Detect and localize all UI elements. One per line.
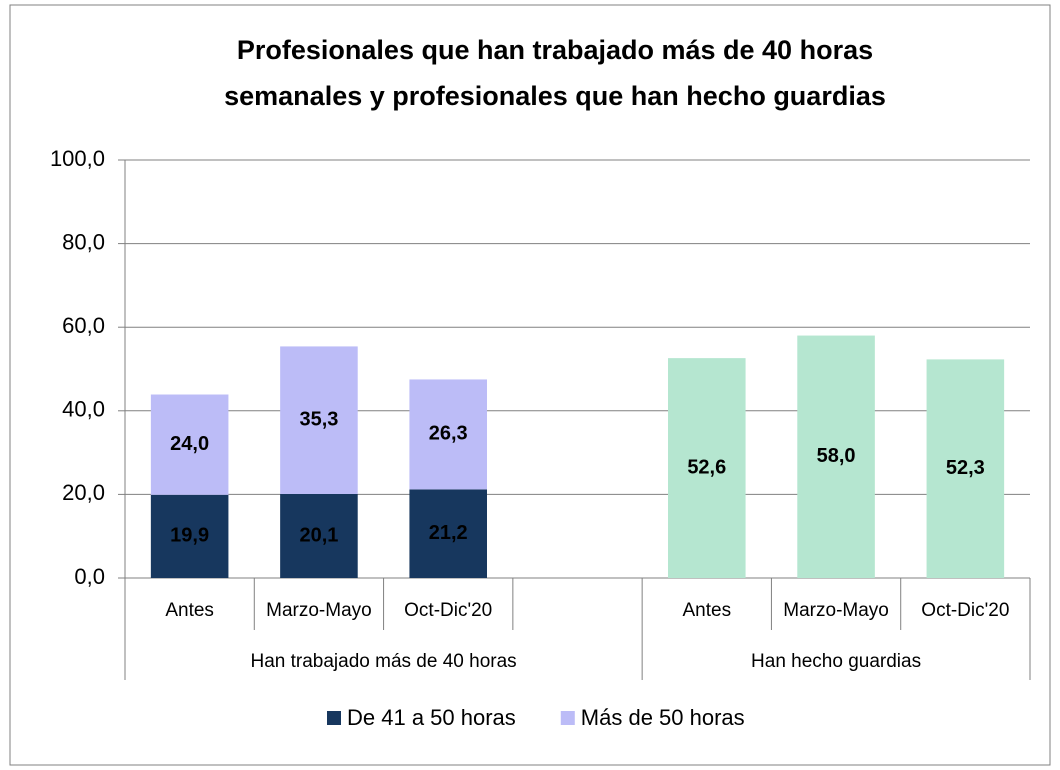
group-label: Han hecho guardias	[751, 651, 921, 672]
data-label: 24,0	[170, 433, 209, 455]
bar	[797, 335, 875, 578]
bar	[668, 358, 746, 578]
y-tick-label: 60,0	[62, 313, 105, 338]
y-tick-label: 80,0	[62, 229, 105, 254]
chart-title: semanales y profesionales que han hecho …	[224, 81, 886, 111]
bar	[409, 489, 487, 578]
x-tick-label: Oct-Dic'20	[404, 600, 492, 621]
bar	[280, 493, 358, 578]
bar	[280, 346, 358, 494]
bar	[926, 359, 1005, 578]
data-label: 20,1	[299, 524, 338, 546]
data-label: 58,0	[817, 445, 856, 467]
x-tick-label: Antes	[165, 600, 214, 621]
chart-border	[9, 4, 1051, 766]
y-tick-label: 100,0	[50, 146, 105, 171]
x-tick-label: Marzo-Mayo	[266, 600, 372, 621]
y-tick-label: 0,0	[74, 564, 105, 589]
data-label: 26,3	[429, 423, 468, 445]
data-label: 21,2	[429, 522, 468, 544]
x-tick-label: Oct-Dic'20	[921, 600, 1009, 621]
data-label: 19,9	[170, 525, 209, 547]
x-tick-label: Antes	[682, 600, 731, 621]
x-tick-label: Marzo-Mayo	[783, 600, 889, 621]
data-label: 52,3	[946, 457, 985, 479]
bar	[150, 494, 229, 578]
chart-title: Profesionales que han trabajado más de 4…	[237, 35, 873, 65]
bar	[150, 394, 229, 495]
y-tick-label: 40,0	[62, 397, 105, 422]
data-label: 35,3	[299, 408, 338, 430]
legend-swatch	[327, 711, 341, 725]
data-label: 52,6	[687, 456, 726, 478]
group-label: Han trabajado más de 40 horas	[250, 651, 516, 672]
bar	[409, 379, 487, 490]
legend-swatch	[560, 711, 575, 725]
legend-label: De 41 a 50 horas	[347, 705, 516, 730]
y-tick-label: 20,0	[62, 480, 105, 505]
legend-label: Más de 50 horas	[581, 705, 745, 730]
